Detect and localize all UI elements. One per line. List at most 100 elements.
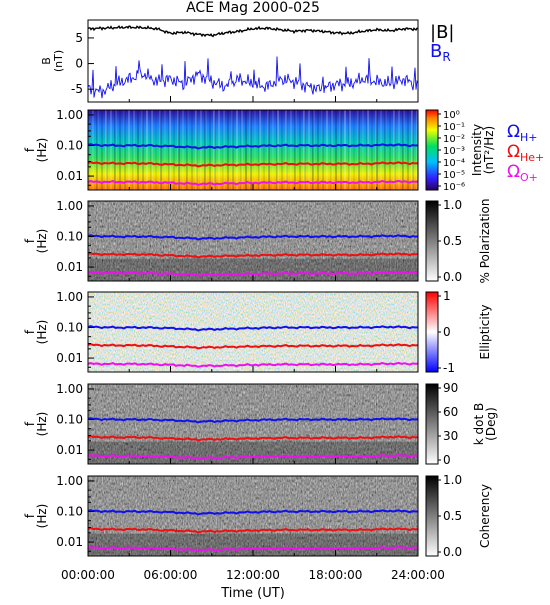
intensity-streak (223, 110, 225, 190)
intensity-streak (209, 110, 211, 190)
xtick-label: 00:00:00 (61, 568, 115, 582)
colorbar-label-polarization: % Polarization (478, 199, 492, 284)
intensity-streak (412, 110, 414, 190)
intensity-streak (398, 110, 400, 190)
intensity-streak (285, 110, 287, 190)
intensity-streak (97, 110, 99, 190)
legend-b-magnitude: |B| (430, 22, 454, 43)
panel-coherency-image (88, 476, 418, 556)
intensity-streak (101, 110, 103, 190)
panel-b-ylabel: B(nT) (40, 50, 65, 72)
cyclotron-line-hplus (88, 234, 418, 241)
panel-ellipticity: 1.00 0.10 0.01 f(Hz) 1 0 -1 Ellipticity (23, 289, 492, 375)
ytick-label: 1.00 (56, 290, 83, 304)
b-ytick-label: 5 (75, 31, 83, 45)
colorbar-tick-label: 10⁻⁶ (443, 182, 465, 193)
intensity-streak (267, 110, 269, 190)
intensity-streak (349, 110, 351, 190)
intensity-streak (344, 110, 346, 190)
cyclotron-line-heplus (88, 343, 418, 350)
ytick-label: 0.01 (56, 535, 83, 549)
intensity-streak (263, 110, 265, 190)
intensity-streak (146, 110, 148, 190)
intensity-streak (92, 110, 94, 190)
intensity-streak (232, 110, 234, 190)
intensity-streak (124, 110, 126, 190)
intensity-streak (142, 110, 144, 190)
cyclotron-line-heplus (88, 435, 418, 442)
intensity-streak (159, 110, 161, 190)
intensity-streak (128, 110, 130, 190)
intensity-streak (407, 110, 409, 190)
series-b-magnitude (88, 25, 418, 38)
colorbar-tick-label: 10⁻⁵ (443, 170, 465, 181)
panel-kdotb-texture (88, 384, 418, 464)
legend-omega-he: ΩHe+ (507, 142, 544, 164)
intensity-streak (160, 110, 162, 190)
panel-kdotb-image (88, 384, 418, 464)
intensity-streak (259, 110, 261, 190)
ytick-label: 0.10 (56, 229, 83, 243)
cyclotron-line-heplus (88, 161, 418, 168)
intensity-streak (186, 110, 188, 190)
panel-ellipticity-ylabel: f(Hz) (23, 320, 49, 345)
intensity-streak (155, 110, 157, 190)
cyclotron-line-heplus (88, 252, 418, 259)
xtick-label: 18:00:00 (309, 568, 363, 582)
intensity-streak (317, 110, 319, 190)
intensity-streak (241, 110, 243, 190)
colorbar-tick-label: 0.5 (443, 234, 462, 248)
intensity-streak (393, 110, 395, 190)
intensity-streak (330, 110, 332, 190)
panel-kdotb: 1.00 0.10 0.01 f(Hz) 90 60 30 0 k dot B(Deg) (23, 381, 498, 467)
intensity-streak (304, 110, 306, 190)
intensity-streak (96, 110, 98, 190)
cyclotron-line-oplus (88, 270, 418, 277)
intensity-streak (385, 110, 387, 190)
colorbar-label-intensity: Intensity(nT²/Hz) (470, 124, 496, 176)
intensity-streak (164, 110, 166, 190)
intensity-streak (151, 110, 153, 190)
intensity-streak (290, 110, 292, 190)
intensity-streak (348, 110, 350, 190)
intensity-streak (110, 110, 112, 190)
legend-omega-o: ΩO+ (507, 162, 538, 184)
intensity-streak (141, 110, 143, 190)
ellipticity-texture (88, 292, 418, 372)
intensity-streak (195, 110, 197, 190)
intensity-streak (380, 110, 382, 190)
intensity-streak (105, 110, 107, 190)
intensity-streak (384, 110, 386, 190)
intensity-streak (227, 110, 229, 190)
panel-coherency-ylabel: f(Hz) (23, 504, 49, 529)
b-ytick-label: 0 (75, 57, 83, 71)
intensity-streak (178, 110, 180, 190)
intensity-streak (132, 110, 134, 190)
ytick-label: 0.01 (56, 443, 83, 457)
intensity-streak (200, 110, 202, 190)
cyclotron-line-heplus (88, 527, 418, 534)
intensity-streak (340, 110, 342, 190)
intensity-streak (177, 110, 179, 190)
ytick-label: 0.10 (56, 504, 83, 518)
intensity-streak (376, 110, 378, 190)
xtick-label: 24:00:00 (391, 568, 445, 582)
intensity-streak (331, 110, 333, 190)
panel-b-field: 5 0 -5 B(nT) |B| BR (40, 19, 454, 103)
intensity-streak (299, 110, 301, 190)
colorbar-tick-label: 90 (443, 381, 458, 395)
panel-polarization-texture (88, 201, 418, 281)
xtick-label: 12:00:00 (226, 568, 280, 582)
cyclotron-legend: ΩH+ ΩHe+ ΩO+ (507, 122, 544, 184)
intensity-streak (137, 110, 139, 190)
intensity-streak (106, 110, 108, 190)
intensity-streak (204, 110, 206, 190)
colorbar-tick-label: 0.5 (443, 509, 462, 523)
panel-polarization: 1.00 0.10 0.01 f(Hz) 1.0 0.5 0.0 % Polarization (23, 198, 492, 284)
colorbar-polarization (425, 200, 439, 282)
xtick-label: 06:00:00 (144, 568, 198, 582)
colorbar-tick-label: 10⁰ (443, 110, 460, 121)
intensity-streak (150, 110, 152, 190)
panel-intensity: 1.00 0.10 0.01 f(Hz) 10⁰10⁻¹10⁻²10⁻³10⁻⁴10⁻⁵… (23, 108, 496, 193)
